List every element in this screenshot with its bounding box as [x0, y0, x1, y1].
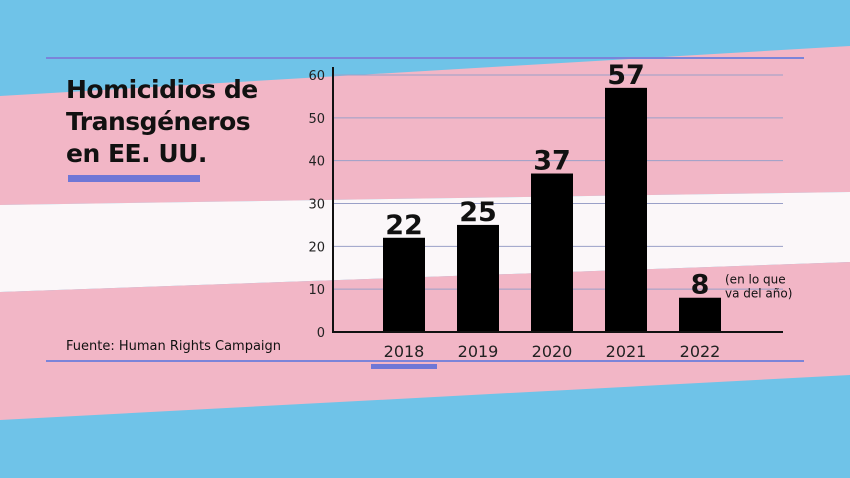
bar-2018	[383, 237, 425, 332]
value-label-2021: 57	[607, 60, 645, 91]
y-tick-label: 20	[308, 240, 325, 255]
bar-2020	[531, 173, 573, 332]
panel-top-rule	[46, 57, 804, 59]
value-labels: 22 25 37 57 8	[385, 60, 709, 301]
y-tick-label: 40	[308, 155, 325, 170]
bar-2019	[457, 224, 499, 332]
value-label-2022: 8	[691, 270, 710, 301]
x-axis-ticks: 2018 2019 2020 2021 2022	[384, 342, 721, 361]
value-label-2020: 37	[533, 146, 571, 177]
bars	[383, 87, 721, 332]
bar-2022	[679, 297, 721, 332]
value-label-2019: 25	[459, 197, 497, 228]
title-underline	[68, 175, 200, 182]
annotation-line-2: va del año)	[725, 287, 792, 301]
y-tick-label: 10	[308, 283, 325, 298]
bar-2021	[605, 87, 647, 332]
chart-title: Homicidios de Transgéneros en EE. UU.	[66, 74, 306, 170]
x-tick-label-2018: 2018	[384, 342, 425, 361]
x-tick-label-2019: 2019	[458, 342, 499, 361]
x-tick-label-2022: 2022	[680, 342, 721, 361]
title-line-1: Homicidios de	[66, 75, 258, 104]
x-tick-label-2021: 2021	[606, 342, 647, 361]
y-axis-ticks: 0 10 20 30 40 50 60	[308, 69, 325, 341]
y-tick-label: 0	[317, 326, 325, 341]
y-tick-label: 60	[308, 69, 325, 84]
source-label: Fuente: Human Rights Campaign	[66, 339, 282, 354]
title-line-2: Transgéneros	[66, 107, 251, 136]
x-tick-label-2020: 2020	[532, 342, 573, 361]
annotation-line-1: (en lo que	[725, 273, 786, 287]
title-line-3: en EE. UU.	[66, 139, 207, 168]
highlight-underline	[371, 364, 437, 369]
y-tick-label: 50	[308, 112, 325, 127]
value-label-2018: 22	[385, 210, 423, 241]
panel-bottom-rule	[46, 360, 804, 362]
y-tick-label: 30	[308, 198, 325, 213]
